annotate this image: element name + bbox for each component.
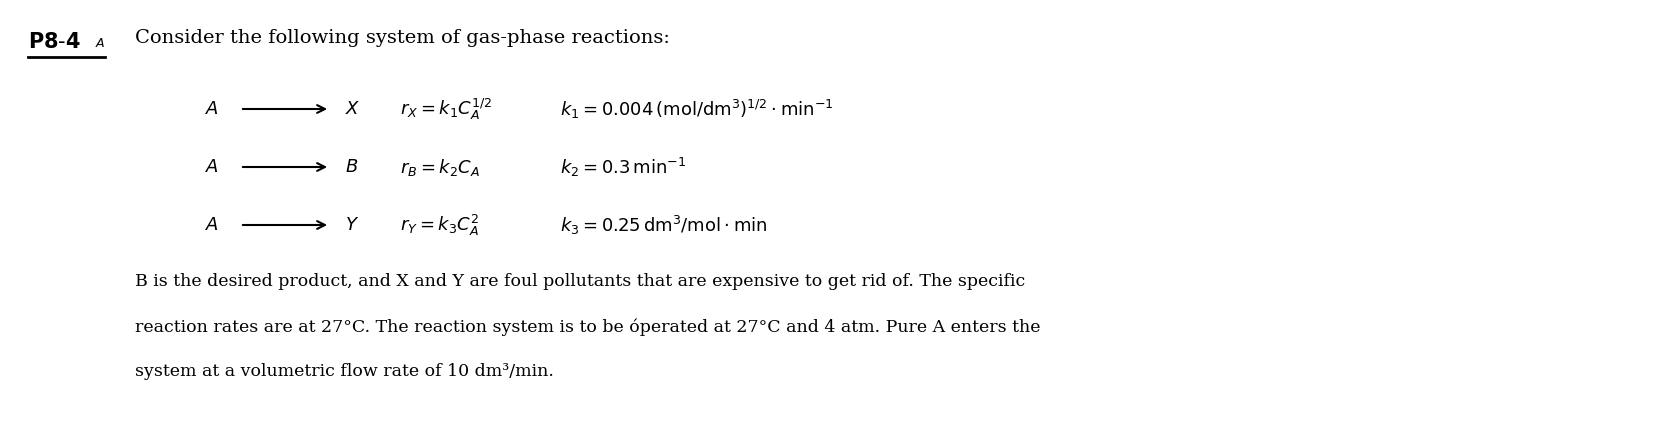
Text: $B$: $B$ xyxy=(344,158,358,176)
Text: $A$: $A$ xyxy=(205,216,218,234)
Text: $k_1 = 0.004\,(\mathrm{mol/dm^3})^{1/2}\cdot\mathrm{min}^{-1}$: $k_1 = 0.004\,(\mathrm{mol/dm^3})^{1/2}\… xyxy=(559,97,833,121)
Text: $Y$: $Y$ xyxy=(344,216,360,234)
Text: $X$: $X$ xyxy=(344,100,361,118)
Text: B is the desired product, and X and Y are foul pollutants that are expensive to : B is the desired product, and X and Y ar… xyxy=(134,274,1025,291)
Text: $r_X = k_1C_A^{1/2}$: $r_X = k_1C_A^{1/2}$ xyxy=(400,96,492,122)
Text: $_A$: $_A$ xyxy=(96,32,106,50)
Text: $k_2 = 0.3\,\mathrm{min}^{-1}$: $k_2 = 0.3\,\mathrm{min}^{-1}$ xyxy=(559,156,685,178)
Text: $r_Y = k_3C_A^2$: $r_Y = k_3C_A^2$ xyxy=(400,212,479,237)
Text: $A$: $A$ xyxy=(205,100,218,118)
Text: reaction rates are at 27°C. The reaction system is to be óperated at 27°C and 4 : reaction rates are at 27°C. The reaction… xyxy=(134,318,1040,336)
Text: $A$: $A$ xyxy=(205,158,218,176)
Text: $\mathbf{P8\text{-}4}$: $\mathbf{P8\text{-}4}$ xyxy=(29,32,81,52)
Text: $k_3 = 0.25\,\mathrm{dm^3/mol \cdot min}$: $k_3 = 0.25\,\mathrm{dm^3/mol \cdot min}… xyxy=(559,214,768,236)
Text: $r_B = k_2C_A$: $r_B = k_2C_A$ xyxy=(400,156,480,177)
Text: system at a volumetric flow rate of 10 dm³/min.: system at a volumetric flow rate of 10 d… xyxy=(134,363,554,380)
Text: Consider the following system of gas-phase reactions:: Consider the following system of gas-pha… xyxy=(134,29,670,47)
